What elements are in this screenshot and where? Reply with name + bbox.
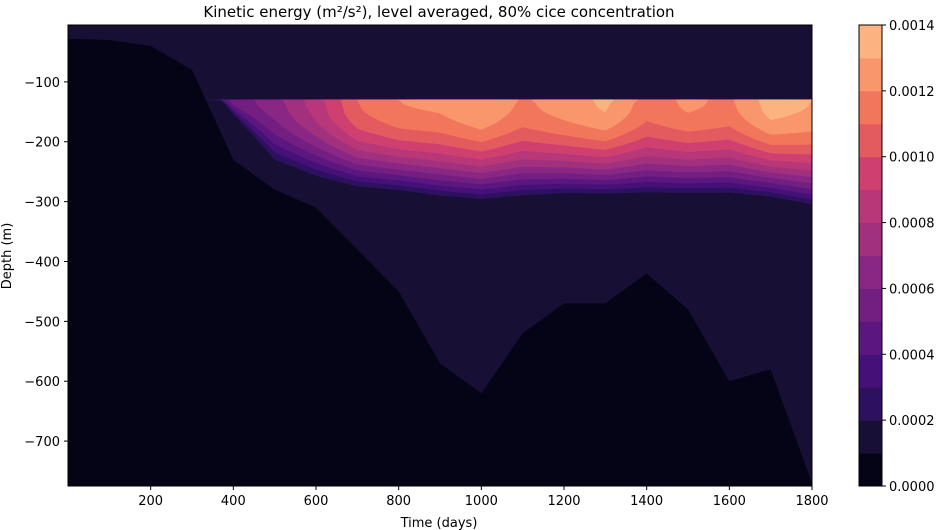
- colorbar-tick-label: 0.0010: [889, 151, 935, 166]
- colorbar-ticks: 0.0000 0.0002 0.0004 0.0006 0.0008 0.0010 0.00…: [882, 19, 935, 495]
- x-axis-label: Time (days): [400, 516, 478, 530]
- y-tick-label: −300: [24, 196, 60, 211]
- colorbar-band: [859, 321, 882, 355]
- colorbar-tick-label: 0.0006: [889, 282, 935, 297]
- colorbar-band: [859, 156, 882, 191]
- x-tick-label: 600: [304, 494, 329, 509]
- colorbar-band: [859, 255, 882, 289]
- x-tick-label: 1600: [713, 494, 746, 509]
- colorbar-band: [859, 222, 882, 256]
- chart-title: Kinetic energy (m²/s²), level averaged, …: [203, 3, 674, 21]
- colorbar-tick-label: 0.0008: [889, 217, 935, 232]
- y-tick-label: −100: [24, 76, 60, 91]
- colorbar-band: [859, 90, 882, 125]
- colorbar-tick-label: 0.0014: [889, 19, 935, 34]
- colorbar-frame: [858, 24, 883, 487]
- colorbar-tick-label: 0.0002: [889, 414, 935, 429]
- colorbar: 0.0000 0.0002 0.0004 0.0006 0.0008 0.0010 0.00…: [858, 19, 935, 495]
- colorbar-band: [859, 288, 882, 322]
- colorbar-band: [859, 453, 882, 487]
- colorbar-band: [859, 123, 882, 158]
- colorbar-tick-label: 0.0000: [889, 480, 935, 495]
- colorbar-bands: [859, 25, 882, 487]
- x-tick-label: 800: [386, 494, 411, 509]
- colorbar-band: [859, 387, 882, 421]
- x-axis: 200 400 600 800 1000 1200 1400 1600 1800: [138, 486, 829, 509]
- y-tick-label: −500: [24, 315, 60, 330]
- colorbar-band: [859, 354, 882, 388]
- colorbar-band: [859, 57, 882, 92]
- x-tick-label: 1800: [795, 494, 828, 509]
- plot-area: [68, 25, 812, 486]
- x-tick-label: 1200: [547, 494, 580, 509]
- colorbar-band: [859, 189, 882, 224]
- y-tick-label: −600: [24, 375, 60, 390]
- colorbar-tick-label: 0.0012: [889, 85, 935, 100]
- x-tick-label: 1400: [630, 494, 663, 509]
- colorbar-band: [859, 25, 882, 59]
- y-axis-label: Depth (m): [0, 223, 15, 290]
- y-axis: −100 −200 −300 −400 −500 −600 −700: [24, 76, 68, 450]
- y-tick-label: −400: [24, 255, 60, 270]
- colorbar-tick-label: 0.0004: [889, 348, 935, 363]
- y-tick-label: −200: [24, 136, 60, 151]
- colorbar-band: [859, 420, 882, 454]
- y-tick-label: −700: [24, 435, 60, 450]
- contour-layers: [68, 25, 812, 483]
- x-tick-label: 200: [138, 494, 163, 509]
- contour-band: [68, 99, 812, 135]
- x-tick-label: 1000: [465, 494, 498, 509]
- plot-frame: [67, 24, 813, 487]
- x-tick-label: 400: [221, 494, 246, 509]
